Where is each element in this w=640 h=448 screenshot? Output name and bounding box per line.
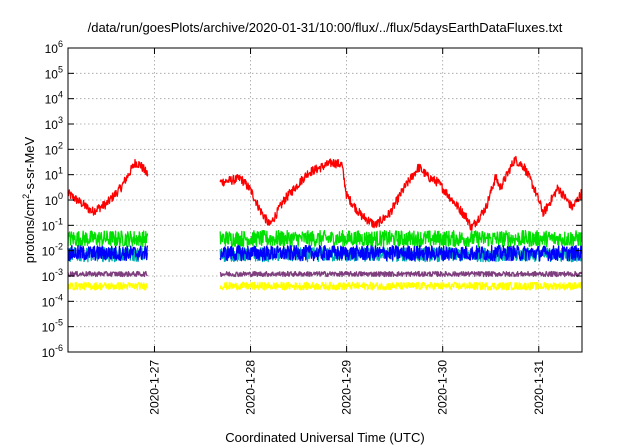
series-line-2 [67,229,583,248]
y-tick-label: 10-5 [42,318,63,335]
x-tick-label: 2020-1-29 [340,360,354,415]
y-tick-label: 10-2 [42,242,63,259]
grid-lines [68,48,582,352]
series-layer [67,155,583,291]
y-axis-label-rest: -s-sr-MeV [22,136,37,193]
y-tick-label: 103 [45,115,63,132]
y-tick-label: 102 [45,140,63,157]
series-line-1 [67,155,583,231]
y-axis-label: protons/cm2-s-sr-MeV [21,136,37,263]
x-axis-label: Coordinated Universal Time (UTC) [225,430,424,445]
y-axis-label-main: protons/cm [22,199,37,263]
series-line-4 [67,244,582,262]
y-axis-label-sup: 2 [21,194,31,199]
y-tick-label: 10-3 [42,267,63,284]
series-line-6 [67,281,583,291]
chart-title: /data/run/goesPlots/archive/2020-01-31/1… [88,20,563,35]
y-axis-ticks: 10-6 10-5 10-4 10-3 10-2 10-1 100 101 102 103 104 1… [42,39,582,360]
y-tick-label: 10-6 [42,343,63,360]
x-tick-label: 2020-1-30 [436,360,450,415]
y-tick-label: 101 [45,166,63,183]
x-tick-label: 2020-1-27 [147,360,161,415]
y-tick-label: 105 [45,64,63,81]
y-tick-label: 10-4 [42,292,63,309]
y-tick-label: 10-1 [42,216,63,233]
series-line-5 [67,270,583,278]
y-tick-label: 106 [45,39,63,56]
x-axis-ticks: 2020-1-27 2020-1-28 2020-1-29 2020-1-30 2020… [147,48,546,415]
y-tick-label: 104 [45,90,63,107]
x-tick-label: 2020-1-28 [244,360,258,415]
y-tick-label: 100 [45,191,63,208]
x-tick-label: 2020-1-31 [532,360,546,415]
